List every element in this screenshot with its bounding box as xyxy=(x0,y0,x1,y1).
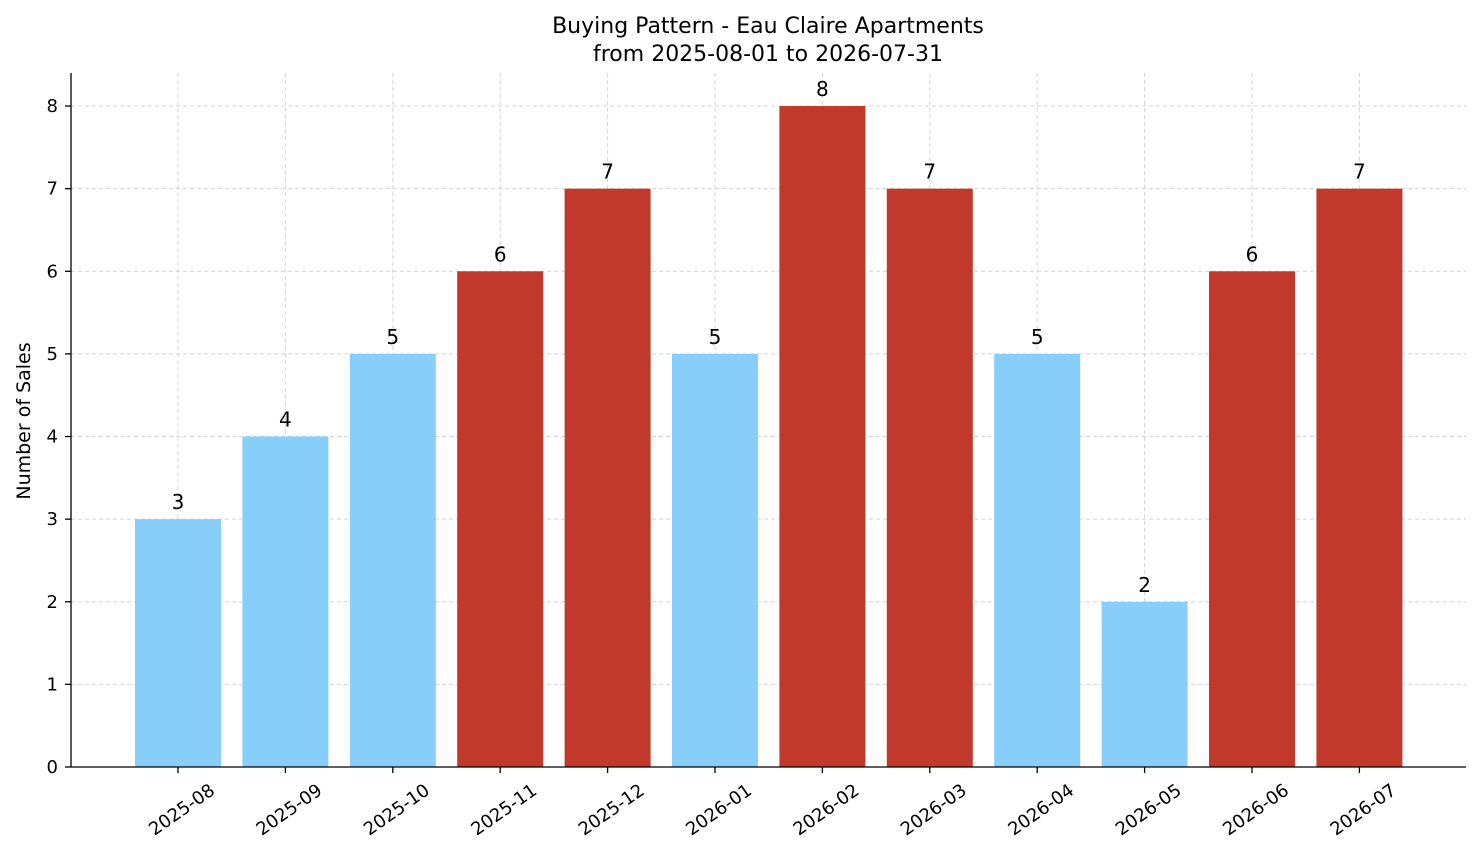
y-tick-label-6: 6 xyxy=(47,261,58,282)
bar-2025-10 xyxy=(349,353,436,767)
y-axis-label: Number of Sales xyxy=(13,342,35,499)
data-label-2026-06: 6 xyxy=(1246,242,1259,266)
x-tick-label-2026-06: 2026-06 xyxy=(1219,780,1293,840)
data-label-2025-08: 3 xyxy=(172,490,185,514)
bar-2026-03 xyxy=(886,188,973,767)
bar-2025-08 xyxy=(135,519,221,767)
data-label-2026-05: 2 xyxy=(1138,573,1151,597)
y-tick-label-5: 5 xyxy=(47,344,58,365)
x-tick-label-2025-11: 2025-11 xyxy=(467,780,541,840)
chart-title-line1: Buying Pattern - Eau Claire Apartments xyxy=(552,14,984,39)
bar-2026-02 xyxy=(779,106,866,768)
y-tick-label-2: 2 xyxy=(47,592,58,613)
data-label-2026-01: 5 xyxy=(709,325,722,349)
axes xyxy=(65,73,1466,773)
x-tick-label-2025-09: 2025-09 xyxy=(253,780,327,840)
bar-2026-06 xyxy=(1209,271,1295,767)
data-label-2025-10: 5 xyxy=(386,325,399,349)
y-tick-label-3: 3 xyxy=(47,509,58,530)
y-tick-label-4: 4 xyxy=(47,427,58,448)
data-label-2026-07: 7 xyxy=(1353,160,1366,184)
bar-2025-12 xyxy=(564,188,651,767)
chart-title-line2: from 2025-08-01 to 2026-07-31 xyxy=(593,42,943,67)
x-tick-label-2026-02: 2026-02 xyxy=(790,780,864,840)
bar-2026-01 xyxy=(672,353,758,767)
x-tick-label-2026-07: 2026-07 xyxy=(1327,780,1401,840)
x-tick-label-2026-01: 2026-01 xyxy=(682,780,756,840)
x-tick-label-2025-12: 2025-12 xyxy=(575,780,649,840)
x-tick-label-2026-05: 2026-05 xyxy=(1112,780,1186,840)
bar-2026-07 xyxy=(1316,188,1403,767)
bars xyxy=(135,106,1403,768)
data-label-2025-11: 6 xyxy=(494,242,507,266)
x-tick-label-2025-10: 2025-10 xyxy=(360,780,434,840)
bar-2025-11 xyxy=(457,271,544,767)
data-label-2026-03: 7 xyxy=(923,160,936,184)
bar-2026-04 xyxy=(994,353,1081,767)
y-tick-label-1: 1 xyxy=(47,674,58,695)
data-label-2025-09: 4 xyxy=(279,408,292,432)
y-tick-label-0: 0 xyxy=(47,757,58,778)
data-label-2026-04: 5 xyxy=(1031,325,1044,349)
x-tick-label-2025-08: 2025-08 xyxy=(145,780,219,840)
bar-2025-09 xyxy=(242,436,329,767)
x-tick-label-2026-04: 2026-04 xyxy=(1004,780,1078,840)
bar-2026-05 xyxy=(1101,601,1188,767)
data-label-2025-12: 7 xyxy=(601,160,614,184)
y-tick-label-8: 8 xyxy=(47,96,58,117)
data-label-2026-02: 8 xyxy=(816,77,829,101)
x-tick-label-2026-03: 2026-03 xyxy=(897,780,971,840)
y-tick-label-7: 7 xyxy=(47,179,58,200)
